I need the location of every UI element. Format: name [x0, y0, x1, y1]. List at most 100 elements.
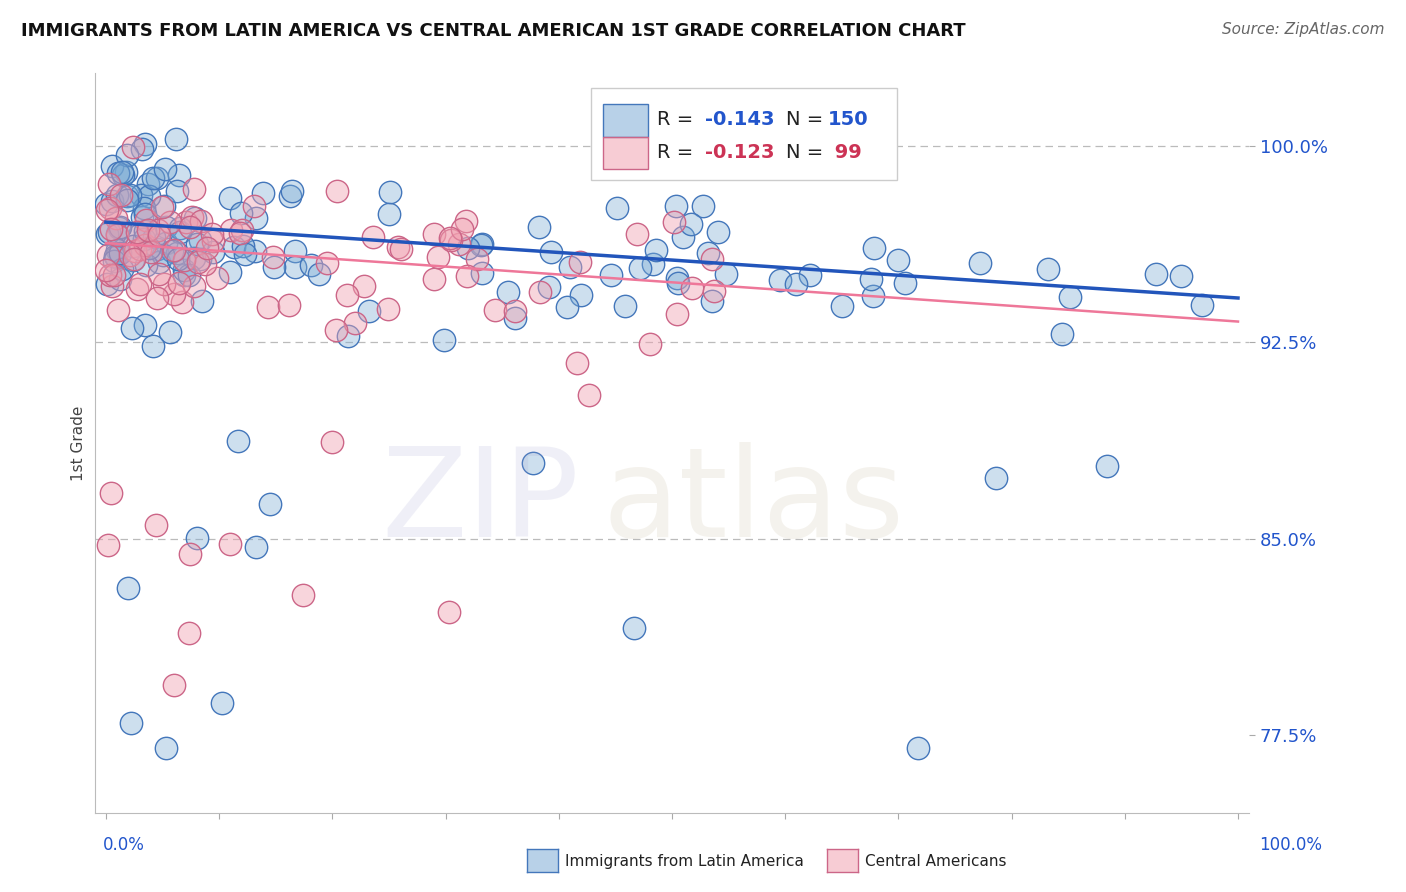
Point [96, 202, 118, 217]
Point [284, 260, 307, 274]
Point [183, 251, 205, 265]
Point [152, 200, 174, 214]
Text: N =: N = [786, 110, 830, 129]
Point [103, 268, 125, 283]
Point [555, 300, 578, 314]
Point [218, 536, 240, 550]
Point [115, 165, 138, 179]
Point [599, 268, 621, 283]
Point [129, 242, 152, 256]
Point [262, 250, 284, 264]
Point [153, 199, 176, 213]
Text: Source: ZipAtlas.com: Source: ZipAtlas.com [1222, 22, 1385, 37]
Point [105, 187, 128, 202]
Point [184, 211, 207, 226]
Point [167, 252, 190, 267]
Point [643, 257, 665, 271]
Text: -0.143: -0.143 [706, 110, 775, 129]
Point [628, 260, 651, 275]
Point [159, 325, 181, 339]
Text: IMMIGRANTS FROM LATIN AMERICA VS CENTRAL AMERICAN 1ST GRADE CORRELATION CHART: IMMIGRANTS FROM LATIN AMERICA VS CENTRAL… [21, 22, 966, 40]
Point [284, 244, 307, 259]
Point [496, 285, 519, 299]
Point [222, 240, 245, 254]
Point [666, 307, 689, 321]
Point [426, 250, 449, 264]
Text: 100.0%: 100.0% [1258, 836, 1322, 854]
Point [100, 159, 122, 173]
Point [134, 318, 156, 333]
Point [245, 540, 267, 554]
Point [471, 236, 494, 251]
Point [218, 265, 240, 279]
Point [146, 243, 169, 257]
Point [131, 210, 153, 224]
Point [423, 272, 446, 286]
Point [359, 304, 381, 318]
Text: 99: 99 [828, 144, 862, 162]
Point [640, 337, 662, 351]
Point [537, 280, 560, 294]
Point [169, 220, 191, 235]
Point [666, 276, 689, 290]
Point [785, 277, 807, 291]
Point [107, 302, 129, 317]
Point [278, 297, 301, 311]
Point [155, 219, 177, 234]
Point [103, 253, 125, 268]
Point [105, 250, 128, 264]
Point [626, 227, 648, 241]
Point [179, 626, 201, 640]
Point [127, 282, 149, 296]
Point [522, 456, 544, 470]
Point [439, 233, 461, 247]
Point [1059, 290, 1081, 304]
Point [471, 266, 494, 280]
Point [325, 184, 347, 198]
Point [232, 239, 254, 253]
Point [105, 228, 128, 243]
Point [245, 211, 267, 226]
Point [134, 232, 156, 246]
Point [665, 199, 688, 213]
Point [98, 268, 121, 282]
Point [173, 268, 195, 283]
Point [644, 244, 666, 258]
Point [252, 186, 274, 200]
Point [181, 210, 204, 224]
Point [451, 221, 474, 235]
Point [162, 287, 184, 301]
Point [529, 285, 551, 300]
Point [135, 213, 157, 227]
Point [124, 244, 146, 258]
Text: atlas: atlas [603, 442, 905, 563]
FancyBboxPatch shape [591, 87, 897, 180]
Point [1191, 298, 1213, 312]
Point [128, 227, 150, 242]
Point [243, 199, 266, 213]
Point [142, 339, 165, 353]
Point [467, 252, 489, 266]
Point [707, 225, 730, 239]
Point [100, 201, 122, 215]
Point [134, 136, 156, 151]
Point [470, 237, 492, 252]
Point [219, 223, 242, 237]
FancyBboxPatch shape [603, 104, 648, 136]
Point [378, 207, 401, 221]
Point [122, 253, 145, 268]
Point [167, 276, 190, 290]
Point [231, 223, 253, 237]
Point [256, 300, 278, 314]
Point [107, 166, 129, 180]
Point [505, 310, 527, 325]
Point [201, 235, 224, 249]
Point [228, 226, 250, 240]
Point [860, 272, 883, 286]
Point [907, 741, 929, 756]
Point [111, 165, 134, 179]
Point [201, 244, 224, 259]
Point [163, 678, 186, 692]
Point [569, 288, 592, 302]
Y-axis label: 1st Grade: 1st Grade [72, 406, 86, 481]
